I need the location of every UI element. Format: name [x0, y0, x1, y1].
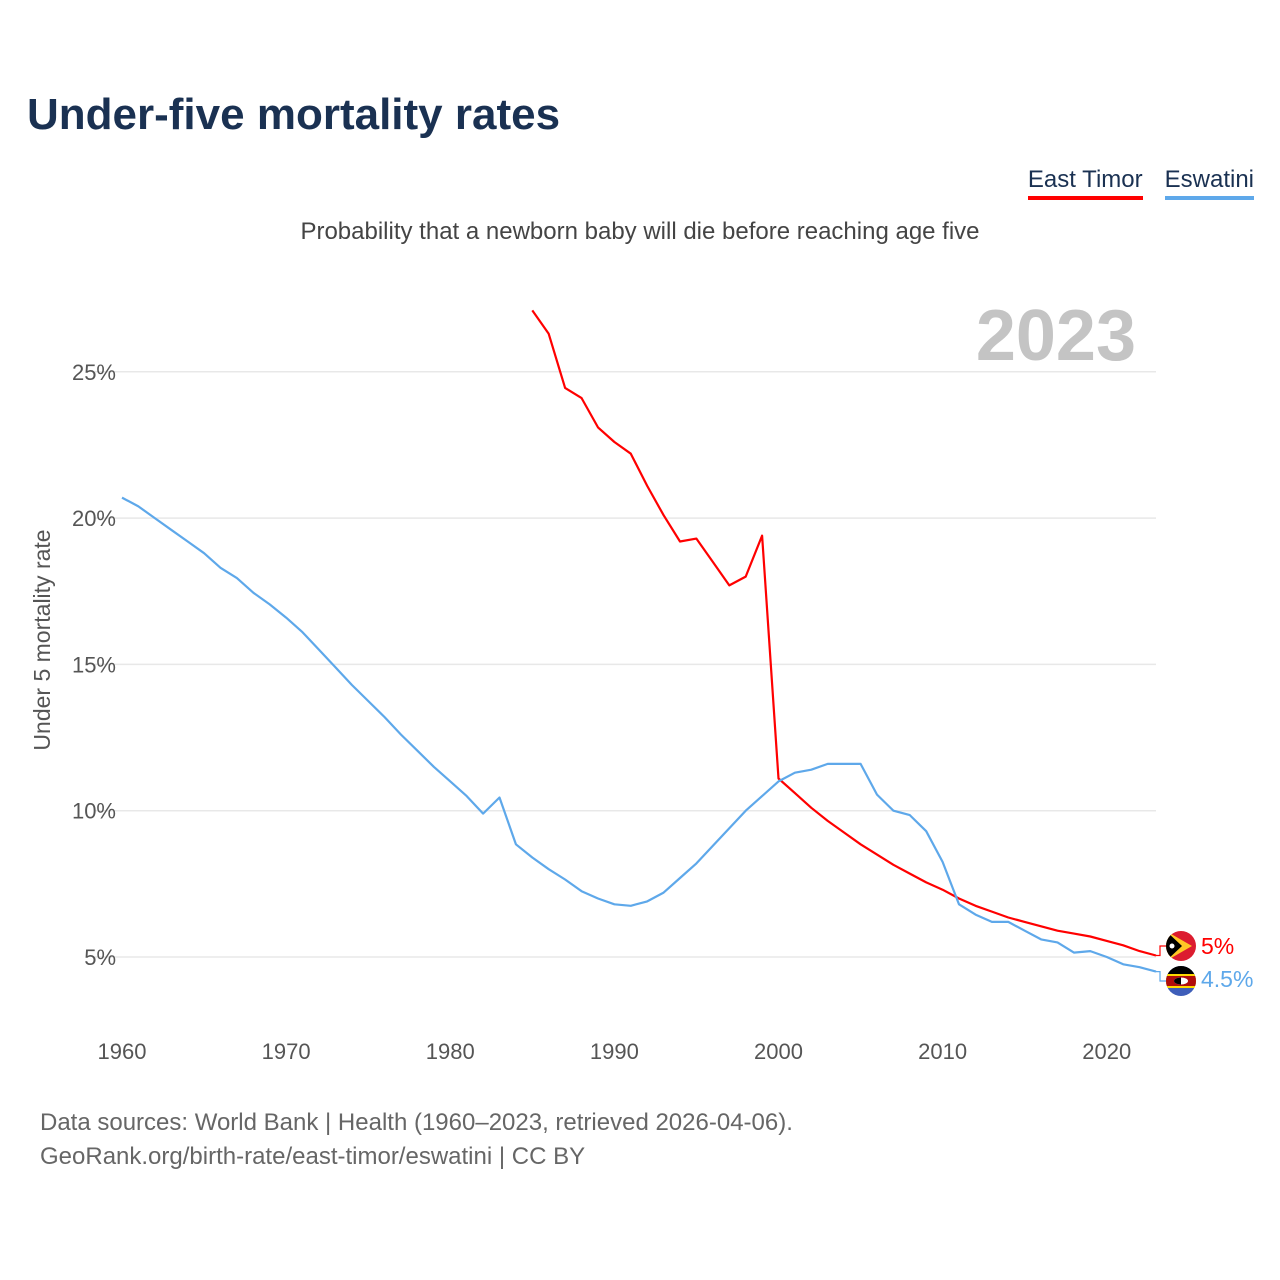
y-tick-label: 20%	[72, 506, 116, 531]
legend-east-timor[interactable]: East Timor	[1027, 166, 1143, 200]
chart-subtitle: Probability that a newborn baby will die…	[300, 218, 980, 245]
y-tick-label: 10%	[72, 799, 116, 824]
eswatini-flag-icon	[1166, 966, 1196, 996]
end-value-label: 5%	[1201, 933, 1234, 959]
end-value-label: 4.5%	[1201, 966, 1253, 992]
x-tick-label: 2020	[1082, 1039, 1131, 1064]
series-line-eswatini[interactable]	[121, 496, 1157, 973]
y-axis-label: Under 5 mortality rate	[29, 529, 55, 750]
end-label-connector	[1156, 971, 1166, 982]
source-link[interactable]: GeoRank.org/birth-rate/east-timor/eswati…	[40, 1143, 586, 1170]
data-sources: Data sources: World Bank | Health (1960–…	[40, 1106, 793, 1174]
x-tick-label: 1990	[590, 1039, 639, 1064]
end-label-connector	[1156, 945, 1166, 957]
y-tick-label: 25%	[72, 360, 116, 385]
source-line: Data sources: World Bank | Health (1960–…	[40, 1109, 793, 1136]
chart-title: Under-five mortality rates	[27, 90, 561, 139]
legend: East Timor Eswatini	[1027, 166, 1254, 200]
legend-eswatini[interactable]: Eswatini	[1164, 166, 1254, 200]
year-label: 2023	[976, 296, 1136, 376]
x-tick-label: 2000	[754, 1039, 803, 1064]
x-tick-label: 1970	[262, 1039, 311, 1064]
x-tick-label: 1960	[98, 1039, 147, 1064]
y-tick-label: 15%	[72, 652, 116, 677]
x-tick-label: 2010	[918, 1039, 967, 1064]
east-timor-flag-icon	[1166, 931, 1196, 961]
x-tick-label: 1980	[426, 1039, 475, 1064]
series-line-east-timor[interactable]	[531, 309, 1157, 957]
y-tick-label: 5%	[84, 945, 116, 970]
